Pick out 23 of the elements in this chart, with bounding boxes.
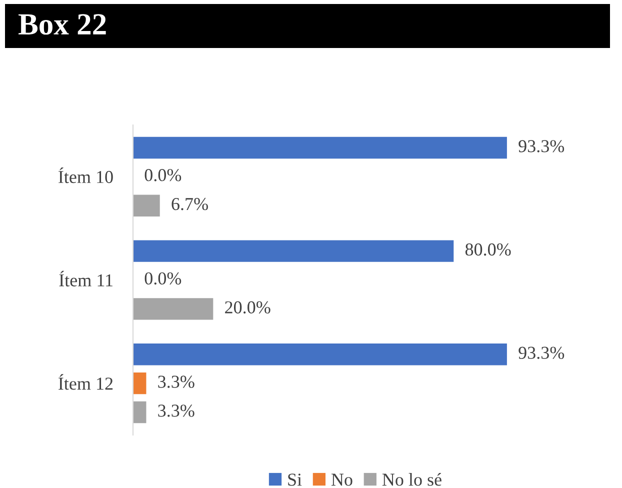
data-label: 3.3%: [158, 376, 194, 388]
y-tick-label: Ítem 12: [58, 374, 113, 390]
bar: [133, 372, 146, 394]
bar: [133, 298, 214, 320]
bar: [133, 401, 146, 424]
bar: [133, 194, 160, 216]
data-label: 20.0%: [225, 301, 270, 314]
data-label: 6.7%: [172, 198, 208, 210]
bar: [133, 240, 454, 262]
legend-label: Si: [288, 474, 302, 486]
data-label: 0.0%: [144, 169, 182, 182]
data-label: 0.0%: [144, 272, 182, 285]
data-label: 93.3%: [518, 346, 564, 359]
bar: [133, 136, 507, 159]
y-tick-label: Ítem 11: [59, 270, 112, 286]
legend-label: No: [331, 474, 352, 486]
data-label: 3.3%: [158, 404, 194, 417]
bar: [133, 344, 507, 366]
legend-label: No lo sé: [382, 473, 442, 486]
data-label: 93.3%: [518, 140, 564, 152]
data-label: 80.0%: [465, 243, 511, 256]
chart-title: Box 22: [18, 14, 106, 35]
y-tick-label: Ítem 10: [58, 167, 113, 184]
